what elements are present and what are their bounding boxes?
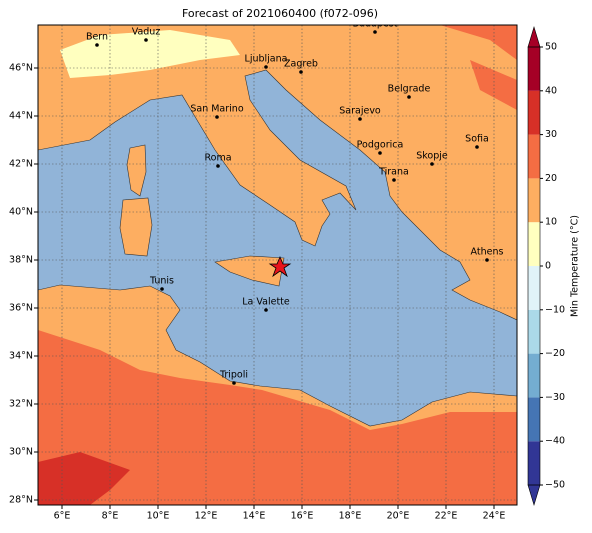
city-dot <box>264 65 268 69</box>
city-label: Belgrade <box>388 84 431 95</box>
city-dot <box>215 115 219 119</box>
title: Forecast of 2021060400 (f072-096) <box>182 7 378 20</box>
city-label: Sofia <box>465 134 489 145</box>
city-dot <box>475 145 479 149</box>
lon-tick-label: 12°E <box>195 511 218 522</box>
lat-tick-label: 36°N <box>9 303 33 314</box>
colorbar-tick-label: 40 <box>545 85 557 96</box>
city-label: La Valette <box>242 297 290 308</box>
colorbar-bin <box>528 441 540 485</box>
lat-tick-label: 34°N <box>9 351 33 362</box>
city-label: Ljubljana <box>245 54 288 65</box>
sicily <box>214 255 285 287</box>
lon-tick-label: 16°E <box>291 511 314 522</box>
lon-tick-label: 10°E <box>147 511 170 522</box>
lat-tick-label: 28°N <box>9 495 33 506</box>
colorbar-tick-label: 0 <box>545 261 551 272</box>
city-label: Roma <box>204 153 231 164</box>
map-frame <box>37 24 518 506</box>
colorbar-tick-label: 10 <box>545 217 557 228</box>
colorbar-tick-label: −30 <box>545 392 565 403</box>
lon-tick-label: 18°E <box>339 511 362 522</box>
colorbar-tick-label: 50 <box>545 42 557 53</box>
land-warm <box>440 25 517 110</box>
colorbar-arrow <box>527 25 541 48</box>
city-label: Budapest <box>353 19 398 30</box>
city-dot <box>160 287 164 291</box>
lon-tick-label: 8°E <box>102 511 119 522</box>
city-dot <box>299 70 303 74</box>
hot-patch <box>38 452 130 505</box>
city-label: Vaduz <box>132 27 161 38</box>
colorbar-bin <box>528 397 540 442</box>
colorbar-tick-label: −50 <box>545 480 565 491</box>
colorbar-tick-label: −20 <box>545 348 565 359</box>
colorbar-bin <box>528 266 540 310</box>
city-label: Tirana <box>378 167 409 178</box>
city-label: Podgorica <box>357 140 404 151</box>
city-dot <box>430 162 434 166</box>
city-label: Athens <box>471 247 504 258</box>
africa-warm <box>38 330 517 505</box>
city-label: Tunis <box>149 276 174 287</box>
alps <box>60 30 240 78</box>
colorbar-arrow <box>527 484 541 507</box>
colorbar-tick-label: 20 <box>545 173 557 184</box>
city-label: San Marino <box>190 104 243 115</box>
colorbar-bin <box>528 353 540 398</box>
city-dot <box>485 258 489 262</box>
colorbar-bin <box>528 134 540 179</box>
colorbar-bin <box>528 309 540 354</box>
city-dot <box>378 151 382 155</box>
city-label: Bern <box>86 32 108 43</box>
lat-tick-label: 30°N <box>9 447 33 458</box>
city-label: Zagreb <box>284 59 318 70</box>
city-dot <box>264 308 268 312</box>
lon-tick-label: 22°E <box>435 511 458 522</box>
city-dot <box>358 117 362 121</box>
lon-tick-label: 14°E <box>243 511 266 522</box>
city-dot <box>407 95 411 99</box>
lon-tick-label: 20°E <box>387 511 410 522</box>
lon-tick-label: 6°E <box>54 511 71 522</box>
colorbar-tick-label: −40 <box>545 436 565 447</box>
star-marker <box>268 255 292 278</box>
colorbar-bin <box>528 47 540 91</box>
lat-tick-label: 46°N <box>9 63 33 74</box>
lon-tick-label: 24°E <box>483 511 506 522</box>
colorbar-tick-label: −10 <box>545 304 565 315</box>
city-dot <box>95 43 99 47</box>
city-dot <box>144 38 148 42</box>
city-dot <box>232 381 236 385</box>
lat-tick-label: 38°N <box>9 255 33 266</box>
lat-tick-label: 32°N <box>9 399 33 410</box>
city-label: Sarajevo <box>339 106 381 117</box>
lat-tick-label: 44°N <box>9 111 33 122</box>
colorbar-bin <box>528 178 540 223</box>
sardinia <box>119 197 153 257</box>
colorbar-tick-label: 30 <box>545 129 557 140</box>
lat-tick-label: 40°N <box>9 207 33 218</box>
corsica <box>126 144 147 197</box>
colorbar-bin <box>528 222 540 266</box>
lat-tick-label: 42°N <box>9 159 33 170</box>
colorbar-bin <box>528 90 540 135</box>
colorbar-label: Min Temperature (°C) <box>570 215 581 317</box>
city-dot <box>373 30 377 34</box>
city-label: Tripoli <box>219 370 248 381</box>
city-label: Skopje <box>416 151 448 162</box>
city-dot <box>216 164 220 168</box>
city-dot <box>392 178 396 182</box>
